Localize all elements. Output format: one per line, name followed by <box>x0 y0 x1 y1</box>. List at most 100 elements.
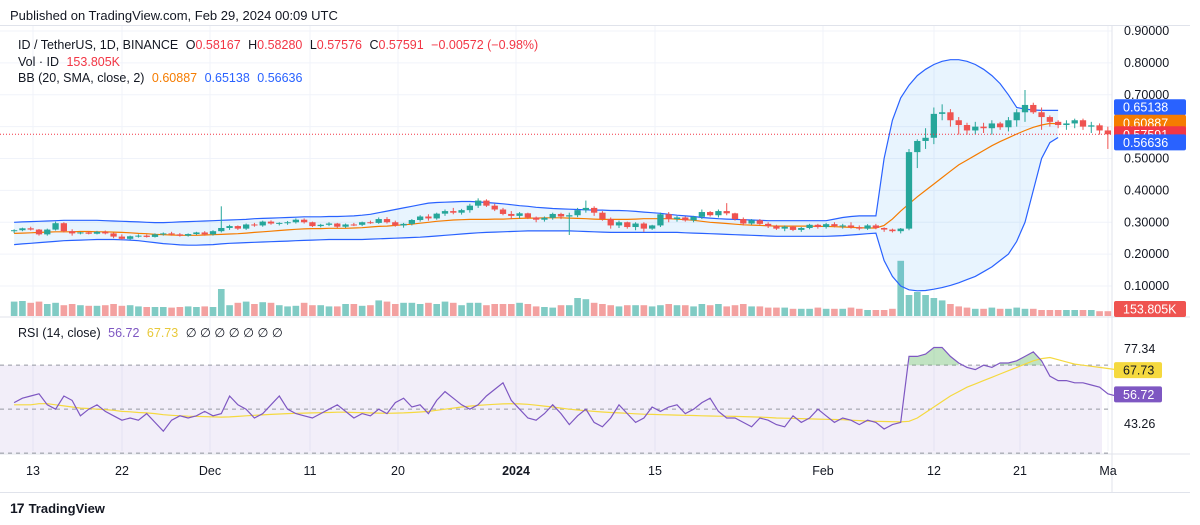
candle-body[interactable] <box>1096 125 1103 131</box>
candle-body[interactable] <box>756 220 764 224</box>
candle-body[interactable] <box>706 212 714 216</box>
candle-body[interactable] <box>392 222 399 226</box>
candle-body[interactable] <box>276 222 283 224</box>
candle-body[interactable] <box>1030 104 1037 113</box>
candle-body[interactable] <box>682 217 689 221</box>
volume-label[interactable]: Vol · ID <box>18 55 59 69</box>
candle-body[interactable] <box>905 152 913 229</box>
candle-body[interactable] <box>524 213 532 218</box>
candle-body[interactable] <box>963 125 971 131</box>
candle-body[interactable] <box>209 231 217 235</box>
candle-body[interactable] <box>955 120 962 126</box>
candle-body[interactable] <box>607 219 614 226</box>
candle-body[interactable] <box>292 219 300 223</box>
candle-body[interactable] <box>433 213 440 219</box>
chart-canvas[interactable]: 0.900000.800000.700000.600000.500000.400… <box>0 26 1190 492</box>
bollinger-lower-line[interactable] <box>14 136 1059 292</box>
candle-body[interactable] <box>996 123 1004 128</box>
chart-frame[interactable]: 0.900000.800000.700000.600000.500000.400… <box>0 25 1190 493</box>
candle-body[interactable] <box>972 126 979 131</box>
candle-body[interactable] <box>93 231 101 234</box>
candle-body[interactable] <box>673 217 681 220</box>
candle-body[interactable] <box>657 214 664 226</box>
candle-body[interactable] <box>44 229 51 235</box>
rsi-ma-line[interactable] <box>14 356 1125 423</box>
candle-body[interactable] <box>914 140 921 153</box>
candle-body[interactable] <box>980 126 987 129</box>
candle-body[interactable] <box>143 235 150 237</box>
candle-body[interactable] <box>922 137 929 141</box>
candle-body[interactable] <box>690 216 697 221</box>
candle-body[interactable] <box>566 215 573 217</box>
candle-body[interactable] <box>930 113 938 138</box>
candle-body[interactable] <box>110 233 117 237</box>
candle-body[interactable] <box>350 224 358 226</box>
candle-body[interactable] <box>151 234 159 237</box>
candle-body[interactable] <box>367 222 374 224</box>
candle-body[interactable] <box>723 211 730 214</box>
candle-body[interactable] <box>764 223 772 227</box>
candle-body[interactable] <box>118 236 126 239</box>
bb-label[interactable]: BB (20, SMA, close, 2) <box>18 71 145 85</box>
tradingview-logo[interactable]: 17 TradingView <box>10 500 105 516</box>
candle-body[interactable] <box>839 225 846 227</box>
candle-body[interactable] <box>856 227 863 229</box>
candle-body[interactable] <box>748 220 755 224</box>
candle-body[interactable] <box>1005 120 1012 128</box>
candle-body[interactable] <box>68 231 76 234</box>
candle-body[interactable] <box>259 221 266 226</box>
candle-body[interactable] <box>789 226 797 230</box>
candle-body[interactable] <box>715 211 722 216</box>
candle-body[interactable] <box>160 233 167 235</box>
candle-body[interactable] <box>897 228 904 232</box>
candle-body[interactable] <box>284 222 291 224</box>
candle-body[interactable] <box>102 231 109 234</box>
candle-body[interactable] <box>872 225 880 228</box>
candle-body[interactable] <box>234 226 242 229</box>
candle-body[interactable] <box>334 223 341 227</box>
candle-body[interactable] <box>648 225 656 229</box>
candle-body[interactable] <box>85 232 92 234</box>
bollinger-upper-line[interactable] <box>14 59 1059 224</box>
candle-body[interactable] <box>822 224 830 228</box>
candle-body[interactable] <box>624 222 631 228</box>
candle-body[interactable] <box>358 222 366 225</box>
candle-body[interactable] <box>1088 125 1095 127</box>
candle-body[interactable] <box>342 224 349 227</box>
candle-body[interactable] <box>740 219 747 224</box>
candle-body[interactable] <box>499 209 507 214</box>
candle-body[interactable] <box>1079 120 1087 127</box>
candle-body[interactable] <box>731 213 739 220</box>
candle-body[interactable] <box>1046 117 1054 122</box>
candle-body[interactable] <box>864 225 871 229</box>
candle-body[interactable] <box>781 226 788 229</box>
rsi-label[interactable]: RSI (14, close) <box>18 326 101 340</box>
candle-body[interactable] <box>847 225 855 228</box>
candle-body[interactable] <box>557 213 565 217</box>
candle-body[interactable] <box>698 212 706 217</box>
candle-body[interactable] <box>590 207 598 213</box>
candle-body[interactable] <box>665 214 672 220</box>
candle-body[interactable] <box>251 224 258 226</box>
candle-body[interactable] <box>383 219 391 223</box>
candle-body[interactable] <box>491 205 498 210</box>
candle-body[interactable] <box>375 219 382 223</box>
candle-body[interactable] <box>1104 130 1112 135</box>
candle-body[interactable] <box>798 227 805 230</box>
candle-body[interactable] <box>135 235 142 237</box>
candle-body[interactable] <box>889 229 896 232</box>
candle-body[interactable] <box>126 236 134 239</box>
candle-body[interactable] <box>632 223 639 228</box>
candle-body[interactable] <box>317 224 324 227</box>
candle-body[interactable] <box>267 221 275 224</box>
candle-body[interactable] <box>582 207 590 211</box>
candle-body[interactable] <box>615 222 623 226</box>
candle-body[interactable] <box>1054 121 1062 126</box>
candle-body[interactable] <box>549 213 556 218</box>
candle-body[interactable] <box>309 222 316 227</box>
candle-body[interactable] <box>574 210 581 216</box>
candle-body[interactable] <box>400 223 407 226</box>
candle-body[interactable] <box>1071 120 1078 124</box>
candle-body[interactable] <box>640 223 648 229</box>
candle-body[interactable] <box>441 211 449 214</box>
